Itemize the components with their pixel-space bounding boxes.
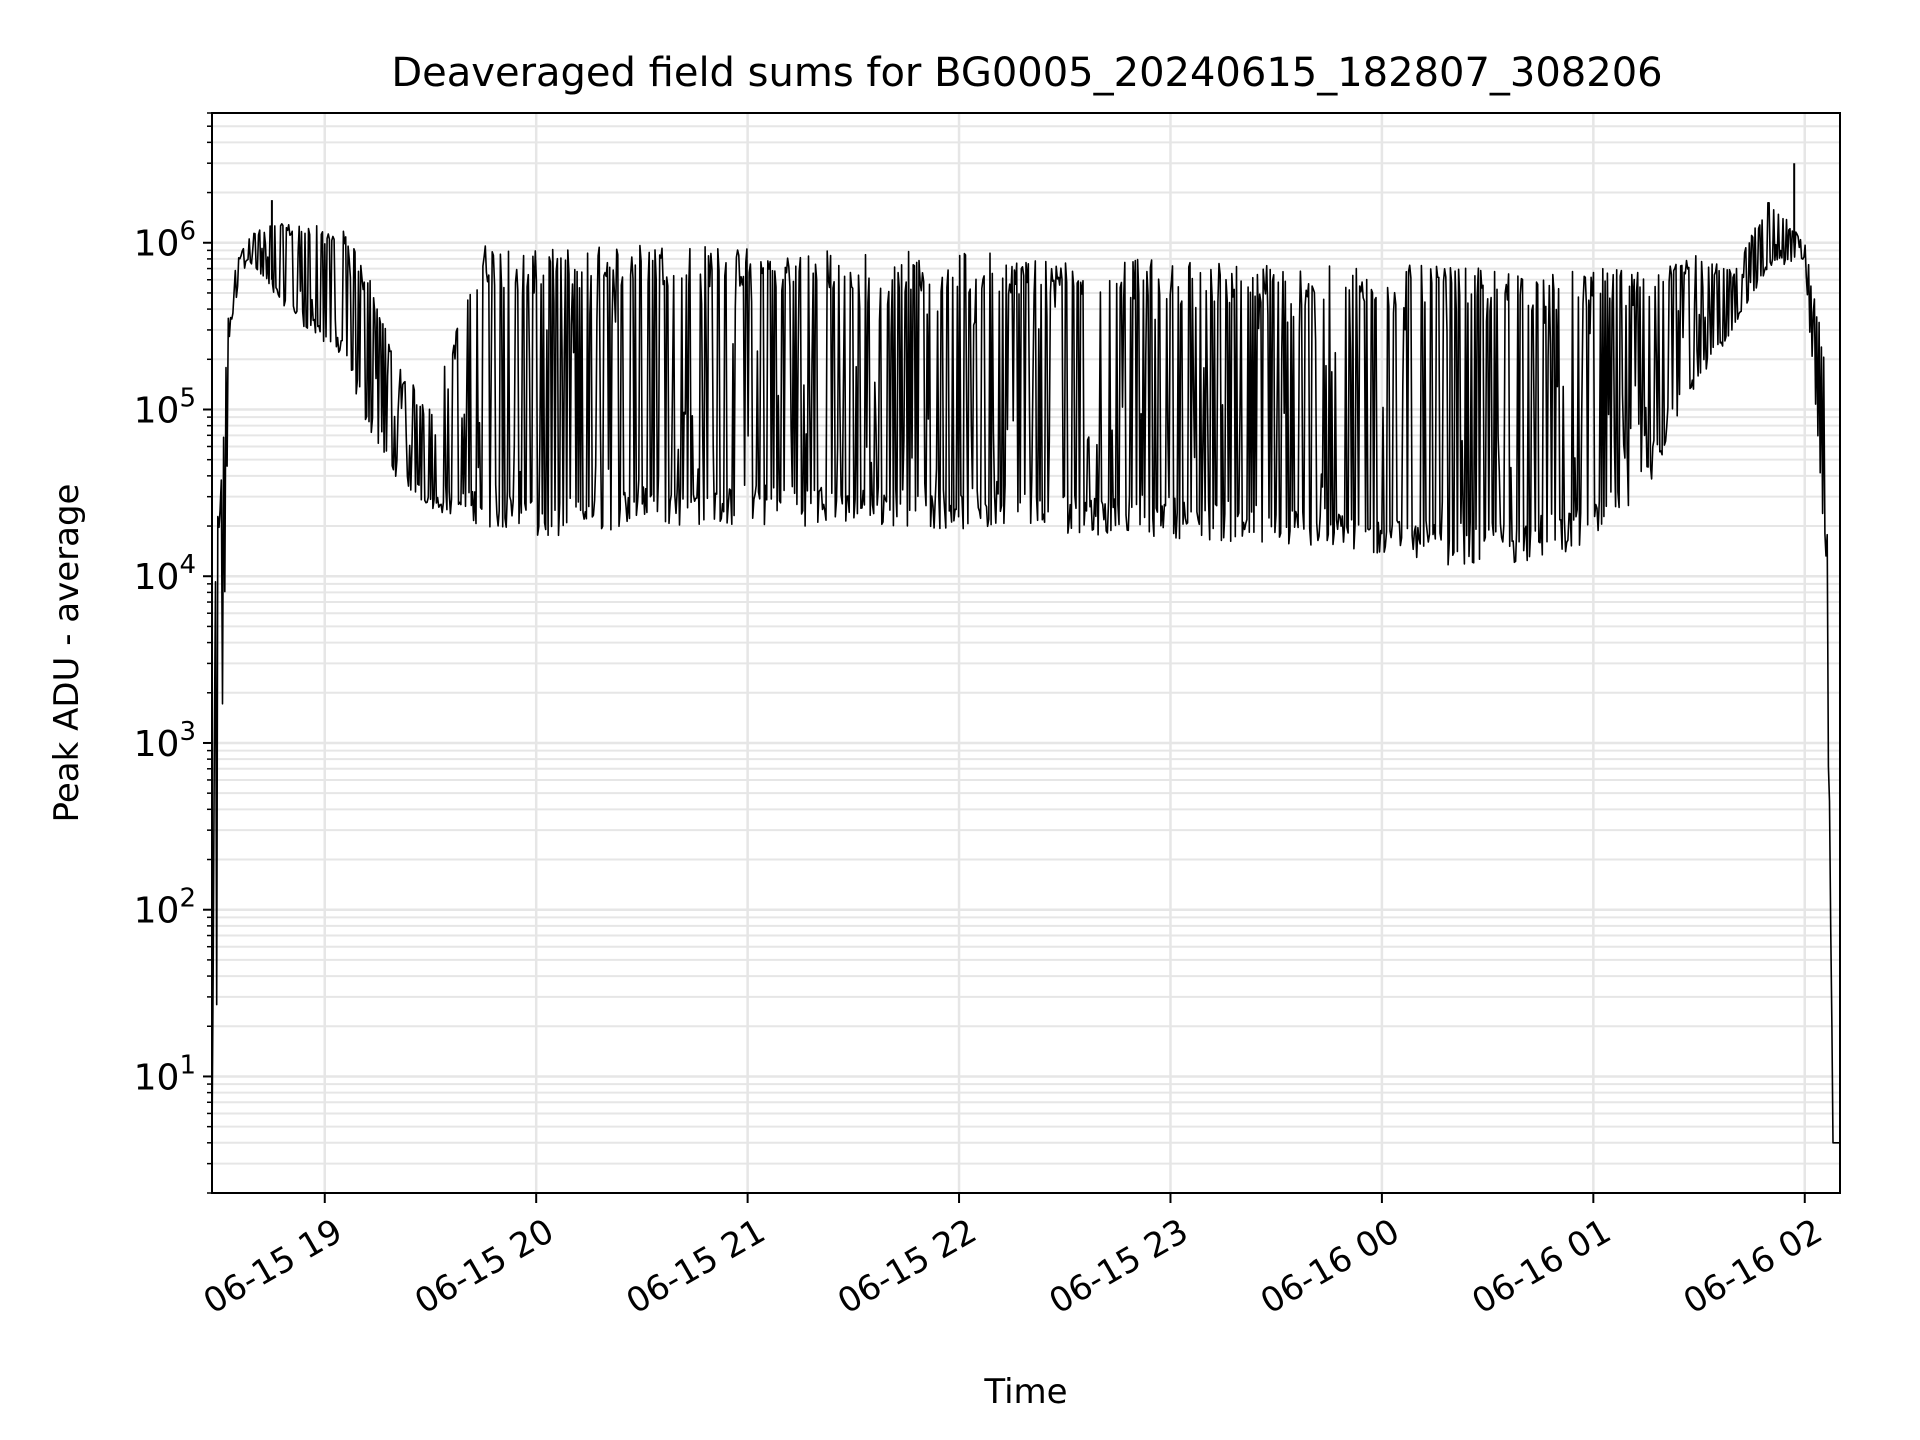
x-axis-label: Time bbox=[983, 1372, 1067, 1412]
y-tick-label: 101 bbox=[134, 1050, 196, 1098]
chart-title: Deaveraged field sums for BG0005_2024061… bbox=[391, 50, 1662, 96]
series-line bbox=[211, 202, 1840, 1144]
plot-area bbox=[211, 163, 1840, 1144]
y-tick-label: 106 bbox=[134, 217, 196, 265]
y-tick-label: 103 bbox=[134, 717, 196, 765]
y-axis: 101 102 103 104 105 106 bbox=[134, 112, 212, 1194]
plot-frame bbox=[211, 112, 1841, 1194]
y-tick-label: 105 bbox=[134, 383, 196, 431]
y-axis-label: Peak ADU - average bbox=[47, 484, 87, 823]
y-tick-label: 104 bbox=[134, 550, 196, 598]
grid-lines bbox=[212, 112, 1840, 1194]
y-tick-label: 102 bbox=[134, 884, 196, 932]
